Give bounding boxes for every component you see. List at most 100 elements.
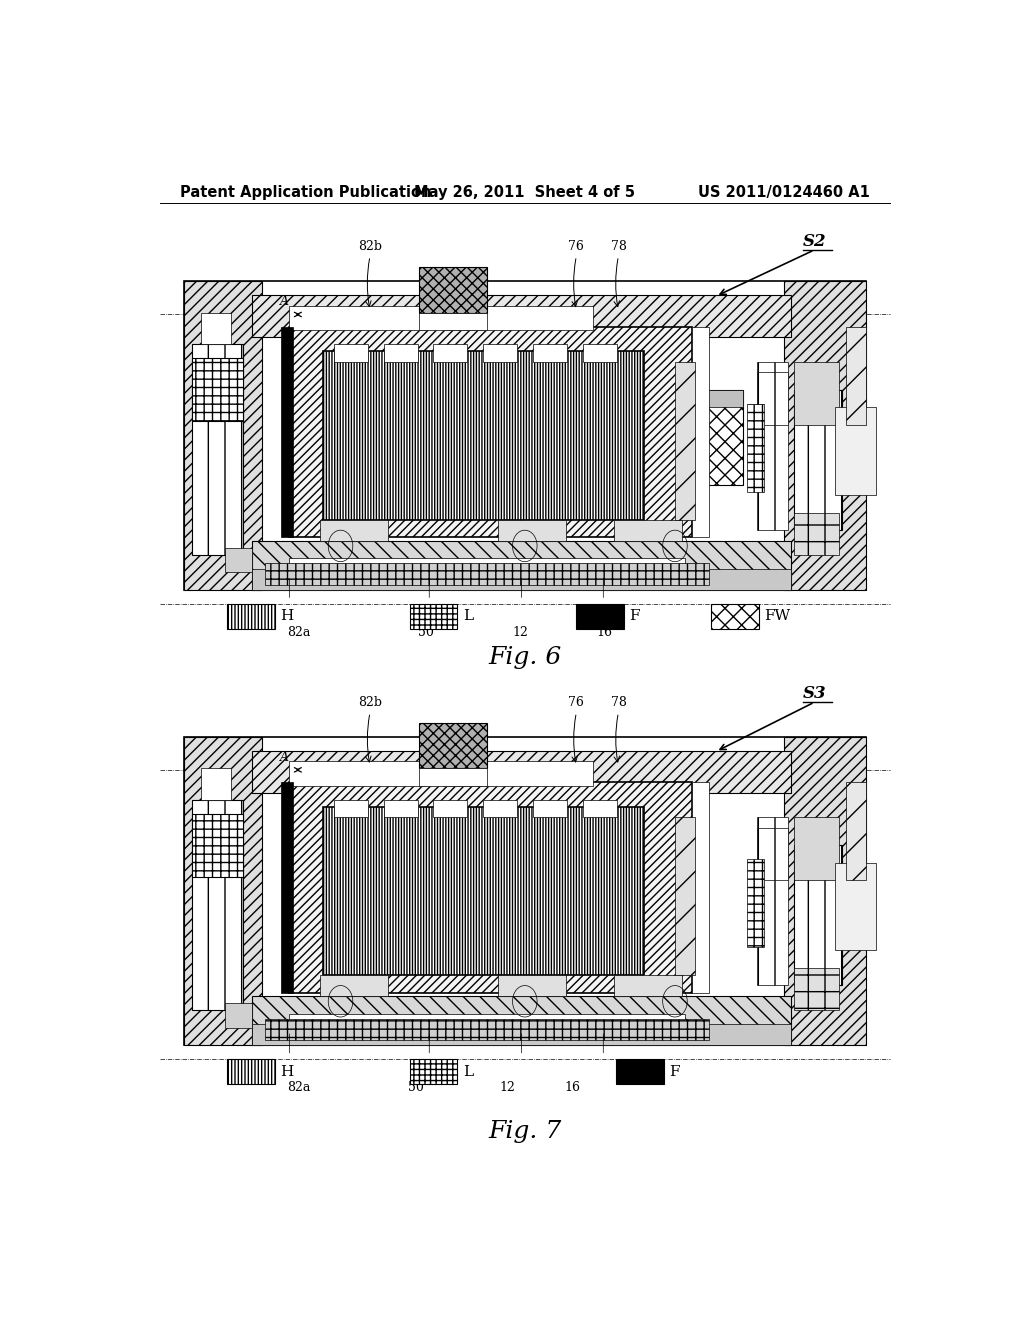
Bar [692,327,709,537]
Text: S2: S2 [803,232,826,249]
Text: H: H [281,610,294,623]
Text: 82b: 82b [358,696,382,709]
Text: A: A [280,751,289,764]
Bar [433,800,468,817]
Bar [191,345,243,554]
Text: 76: 76 [568,696,585,709]
Text: 82a: 82a [287,626,310,639]
Bar [290,762,426,785]
Bar [191,800,243,1010]
Text: FW: FW [765,610,791,623]
Bar [290,306,426,330]
Text: 76: 76 [568,240,585,253]
Bar [443,306,593,330]
Text: 50: 50 [409,1081,424,1094]
Bar [483,800,517,817]
Bar [532,800,567,817]
Bar [183,281,866,590]
Bar [282,327,294,537]
Bar [290,558,685,573]
Bar [201,313,231,345]
Bar [483,345,517,362]
Bar [384,345,418,362]
Bar [252,1024,791,1045]
Bar [795,845,842,986]
Text: S3: S3 [803,685,826,702]
Text: H: H [281,1065,294,1078]
Bar [321,520,388,541]
Bar [224,548,252,573]
Text: Fig. 7: Fig. 7 [488,1119,561,1143]
Bar [191,813,243,876]
Bar [252,997,791,1045]
Bar [227,1059,274,1084]
Text: L: L [463,610,473,623]
Text: 78: 78 [610,240,627,253]
Bar [419,267,487,313]
Bar [583,800,616,817]
Bar [183,281,262,590]
Bar [252,541,791,590]
Bar [498,520,565,541]
Bar [846,783,866,880]
Bar [321,975,388,997]
Bar [836,408,877,495]
Bar [757,817,787,986]
Text: 78: 78 [610,696,627,709]
Bar [410,1059,458,1084]
Text: Patent Application Publication: Patent Application Publication [179,185,431,199]
Bar [265,564,709,585]
Bar [419,313,487,330]
Bar [795,968,839,1010]
Bar [419,768,487,785]
Bar [419,722,487,768]
Text: May 26, 2011  Sheet 4 of 5: May 26, 2011 Sheet 4 of 5 [415,185,635,199]
Bar [334,345,368,362]
Bar [384,800,418,817]
Bar [265,1019,709,1040]
Bar [282,783,294,993]
Bar [616,1059,664,1084]
Bar [757,828,787,880]
Bar [201,768,231,800]
Bar [433,345,468,362]
Bar [252,569,791,590]
Bar [252,296,791,338]
Bar [498,975,565,997]
Bar [252,751,791,792]
Bar [324,807,644,975]
Bar [224,1003,252,1027]
Text: 50: 50 [418,626,433,639]
Bar [795,512,839,554]
Bar [191,358,243,421]
Bar [227,603,274,630]
Text: 16: 16 [596,626,612,639]
Text: F: F [670,1065,680,1078]
Bar [746,859,764,946]
Bar [692,783,709,993]
Text: 12: 12 [513,626,528,639]
Bar [795,389,842,531]
Bar [183,737,866,1045]
Text: 16: 16 [564,1081,581,1094]
Bar [183,737,262,1045]
Text: A: A [280,296,289,309]
Text: 82b: 82b [358,240,382,253]
Bar [784,737,866,1045]
Bar [583,345,616,362]
Bar [334,800,368,817]
Bar [675,362,695,520]
Bar [410,603,458,630]
Bar [795,817,839,880]
Text: Fig. 6: Fig. 6 [488,647,561,669]
Bar [746,404,764,491]
Bar [795,362,839,425]
Bar [324,351,644,520]
Text: 82a: 82a [287,1081,310,1094]
Bar [675,817,695,975]
Bar [532,345,567,362]
Bar [290,327,692,537]
Bar [846,327,866,425]
Text: F: F [630,610,640,623]
Bar [290,1014,685,1027]
